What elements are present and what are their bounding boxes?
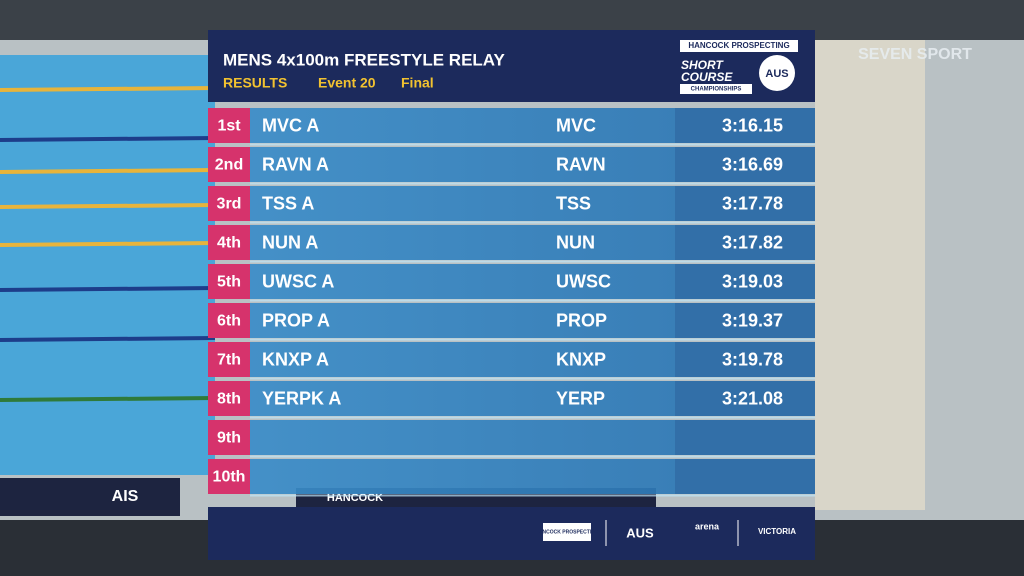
team: RAVN A (262, 154, 329, 174)
time: 3:17.82 (722, 232, 783, 252)
code: KNXP (556, 349, 606, 369)
time-cell (675, 342, 815, 377)
place: 10th (213, 469, 246, 486)
results-table: 1st MVC A MVC 3:16.15 2nd RAVN A RAVN 3:16.69 3r… (208, 108, 815, 497)
row (250, 225, 675, 260)
place-cell (208, 225, 250, 260)
place: 7th (217, 352, 241, 369)
place: 3rd (217, 196, 242, 213)
row (250, 186, 675, 221)
team: TSS A (262, 193, 314, 213)
place-cell (208, 420, 250, 455)
place: 2nd (215, 157, 243, 174)
logo-badge-text: AUS (765, 68, 788, 80)
code: MVC (556, 115, 596, 135)
row (250, 342, 675, 377)
place: 1st (217, 118, 241, 135)
place-cell (208, 459, 250, 494)
code: NUN (556, 232, 595, 252)
team: YERPK A (262, 388, 341, 408)
team: PROP A (262, 310, 330, 330)
logo-badge (759, 55, 795, 91)
place: 8th (217, 391, 241, 408)
logo-line: CHAMPIONSHIPS (691, 87, 742, 93)
time: 3:19.78 (722, 349, 783, 369)
team: UWSC A (262, 271, 334, 291)
time-cell (675, 420, 815, 455)
banner-text: AIS (112, 488, 139, 505)
place-cell (208, 108, 250, 143)
time-cell (675, 381, 815, 416)
place: 9th (217, 430, 241, 447)
row (250, 264, 675, 299)
time: 3:16.15 (722, 115, 783, 135)
footer (208, 507, 815, 560)
banner (0, 478, 180, 516)
footer-aus: AUS (626, 525, 654, 540)
time-cell (675, 459, 815, 494)
team: KNXP A (262, 349, 329, 369)
time-cell (675, 108, 815, 143)
logo-sponsor: HANCOCK PROSPECTING (688, 41, 789, 50)
logo-band (680, 84, 752, 94)
time: 3:19.37 (722, 310, 783, 330)
time: 3:21.08 (722, 388, 783, 408)
time-cell (675, 186, 815, 221)
round: Final (401, 75, 434, 91)
title: MENS 4x100m FREESTYLE RELAY (223, 50, 506, 69)
code: TSS (556, 193, 591, 213)
logo-sponsor-bg (680, 40, 798, 52)
lane-ropes (0, 86, 216, 402)
place-cell (208, 147, 250, 182)
time-cell (675, 303, 815, 338)
place: 4th (217, 235, 241, 252)
row (250, 420, 675, 455)
time-cell (675, 225, 815, 260)
logo-line: SHORT (681, 58, 724, 72)
footer-state: VICTORIA (758, 527, 796, 536)
place: 5th (217, 274, 241, 291)
time: 3:19.03 (722, 271, 783, 291)
place-cell (208, 264, 250, 299)
time: 3:16.69 (722, 154, 783, 174)
pool (0, 55, 215, 475)
place-cell (208, 342, 250, 377)
place-cell (208, 303, 250, 338)
footer-arena: arena (695, 521, 720, 531)
logo-line: COURSE (681, 70, 733, 84)
code: PROP (556, 310, 607, 330)
code: UWSC (556, 271, 611, 291)
team: NUN A (262, 232, 318, 252)
row (250, 147, 675, 182)
place-cell (208, 381, 250, 416)
row (250, 108, 675, 143)
results-label: RESULTS (223, 75, 287, 91)
place-cell (208, 186, 250, 221)
code: RAVN (556, 154, 606, 174)
time-cell (675, 264, 815, 299)
row (250, 459, 675, 494)
code: YERP (556, 388, 605, 408)
row (250, 381, 675, 416)
footer-logo-bg (543, 523, 591, 541)
row (250, 303, 675, 338)
footer-sponsor: HANCOCK PROSPECTING (535, 529, 598, 535)
event: Event 20 (318, 75, 376, 91)
team: MVC A (262, 115, 319, 135)
time-cell (675, 147, 815, 182)
broadcaster-logo: SEVEN SPORT (858, 46, 972, 63)
time: 3:17.78 (722, 193, 783, 213)
place: 6th (217, 313, 241, 330)
pool-edge (815, 40, 925, 510)
